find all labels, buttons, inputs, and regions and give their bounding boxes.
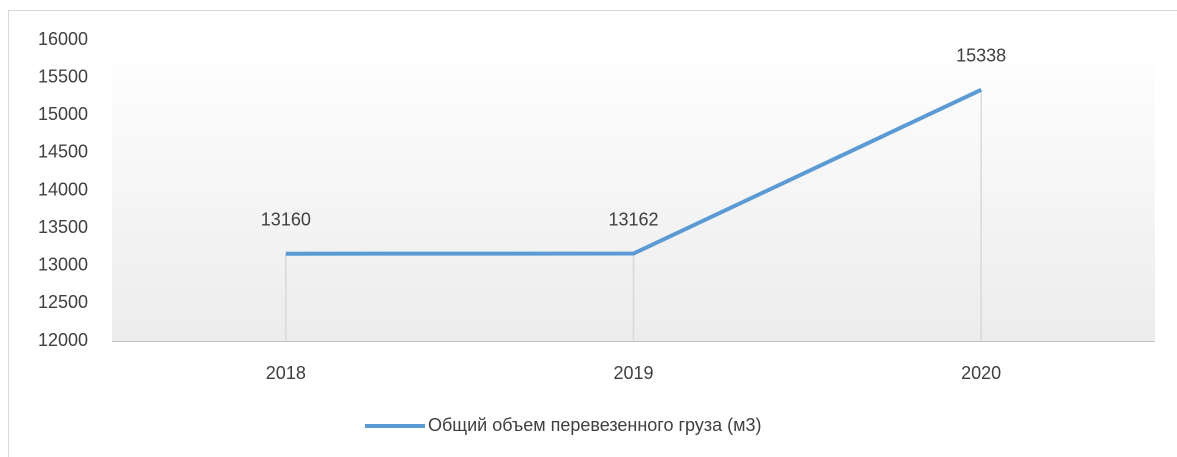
legend-label: Общий объем перевезенного груза (м3) (428, 415, 762, 435)
y-tick-label: 14000 (38, 179, 88, 199)
x-tick-label: 2020 (961, 363, 1001, 383)
data-label: 13160 (261, 209, 311, 229)
y-tick-label: 15000 (38, 104, 88, 124)
y-tick-label: 13500 (38, 217, 88, 237)
y-tick-label: 15500 (38, 66, 88, 86)
y-tick-label: 12500 (38, 292, 88, 312)
data-label: 15338 (956, 46, 1006, 66)
y-tick-label: 13000 (38, 255, 88, 275)
x-tick-label: 2018 (266, 363, 306, 383)
y-tick-label: 16000 (38, 29, 88, 49)
data-label: 13162 (608, 209, 658, 229)
y-tick-label: 14500 (38, 142, 88, 162)
x-tick-label: 2019 (613, 363, 653, 383)
chart-border (8, 10, 1177, 457)
series-line (285, 88, 983, 256)
y-tick-label: 12000 (38, 330, 88, 350)
